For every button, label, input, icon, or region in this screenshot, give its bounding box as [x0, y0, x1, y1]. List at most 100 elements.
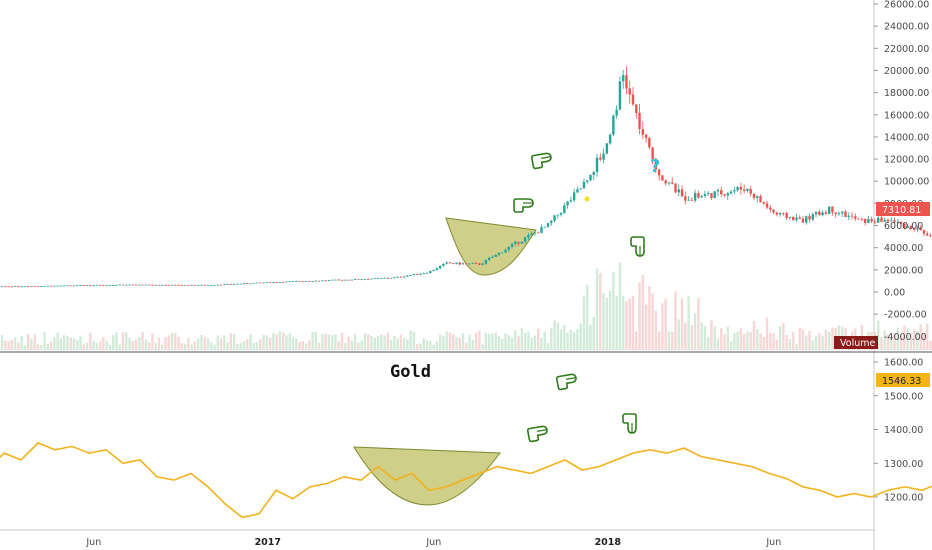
volume-bar [223, 335, 226, 350]
volume-bar [246, 339, 249, 350]
volume-bar [219, 338, 223, 350]
volume-bar [79, 336, 82, 350]
candle-body [808, 216, 811, 220]
volume-bar [775, 339, 779, 350]
volume-bar [811, 340, 815, 350]
candle-body [200, 284, 203, 286]
candle-body [43, 285, 46, 287]
candle-body [566, 201, 569, 206]
volume-bar [380, 334, 383, 350]
hand-pointer-icon [555, 373, 577, 391]
volume-bar [926, 323, 929, 350]
volume-bar [422, 338, 425, 350]
candle-body [33, 286, 36, 287]
candle-body [644, 134, 648, 138]
candle-body [703, 194, 707, 197]
candle-body [621, 75, 625, 82]
candle-body [867, 218, 870, 223]
volume-bar [128, 337, 131, 350]
current-price-tag [876, 202, 930, 216]
candle-body [62, 285, 66, 287]
candle-body [671, 182, 674, 184]
candle-body [229, 283, 233, 285]
candle-body [651, 147, 654, 160]
volume-bar [618, 262, 622, 350]
volume-bar [559, 329, 563, 350]
candle-body [850, 215, 854, 217]
volume-bar [363, 333, 367, 350]
volume-bar [138, 336, 141, 350]
candle-body [10, 286, 14, 288]
candle-body [618, 81, 622, 110]
candle-body [154, 284, 157, 286]
candle-body [465, 263, 468, 265]
volume-bar [772, 333, 775, 350]
volume-bar [36, 344, 40, 350]
volume-bar [157, 337, 161, 350]
candle-body [36, 286, 40, 287]
candle-body [442, 263, 445, 266]
volume-bar [487, 333, 491, 350]
volume-bar [229, 333, 233, 350]
candle-body [324, 280, 327, 282]
candle-body [350, 279, 354, 281]
volume-bar [572, 332, 576, 350]
candle-body [190, 284, 193, 286]
candle-body [53, 285, 56, 287]
candle-body [661, 175, 664, 181]
gold-tick-label: 1600.00 [884, 358, 923, 369]
volume-bar [206, 338, 210, 350]
volume-bar [174, 333, 177, 350]
hand-icon [622, 413, 637, 434]
candle-body [919, 228, 922, 231]
volume-bar [795, 343, 798, 350]
volume-bar [497, 336, 501, 350]
volume-bar [321, 334, 324, 350]
volume-bar [350, 340, 354, 350]
candle-body [788, 217, 792, 219]
volume-bar [327, 334, 331, 350]
candle-body [818, 211, 821, 216]
candle-body [210, 285, 213, 286]
candles [0, 66, 932, 288]
volume-bar [765, 317, 769, 350]
gold-price-axis: 1600.00 1500.00 1400.00 1300.00 1200.00 [874, 358, 923, 504]
volume-bar [360, 340, 363, 350]
candle-body [0, 286, 4, 288]
candle-body [517, 241, 520, 244]
candle-body [7, 286, 10, 288]
candle-body [729, 191, 733, 194]
candle-body [641, 129, 645, 135]
candle-body [138, 284, 141, 286]
btc-tick-label: 10000.00 [884, 177, 929, 188]
candle-body [383, 277, 386, 279]
candle-body [664, 180, 667, 184]
volume-bar [314, 332, 318, 350]
candle-body [363, 279, 367, 280]
volume-bar [742, 333, 746, 350]
volume-bar [589, 324, 592, 350]
volume-bar [527, 331, 530, 350]
candle-body [736, 186, 739, 191]
volume-bar [677, 319, 680, 350]
candle-body [255, 282, 259, 284]
candle-body [926, 233, 929, 236]
candle-body [69, 285, 72, 287]
volume-bar [690, 325, 694, 350]
volume-bar [265, 335, 269, 350]
gold-tick-label: 1300.00 [884, 459, 923, 470]
volume-bar [831, 327, 834, 350]
volume-bar [20, 335, 23, 350]
question-mark: ? [650, 156, 660, 177]
candle-body [752, 193, 756, 199]
candle-body [487, 258, 491, 260]
volume-bar [661, 303, 664, 350]
volume-bar [164, 337, 167, 350]
candle-body [141, 284, 144, 286]
volume-bar [236, 344, 239, 350]
volume-bar [412, 331, 416, 350]
volume-bar [909, 333, 913, 350]
candle-body [288, 281, 291, 283]
candle-body [863, 218, 867, 223]
